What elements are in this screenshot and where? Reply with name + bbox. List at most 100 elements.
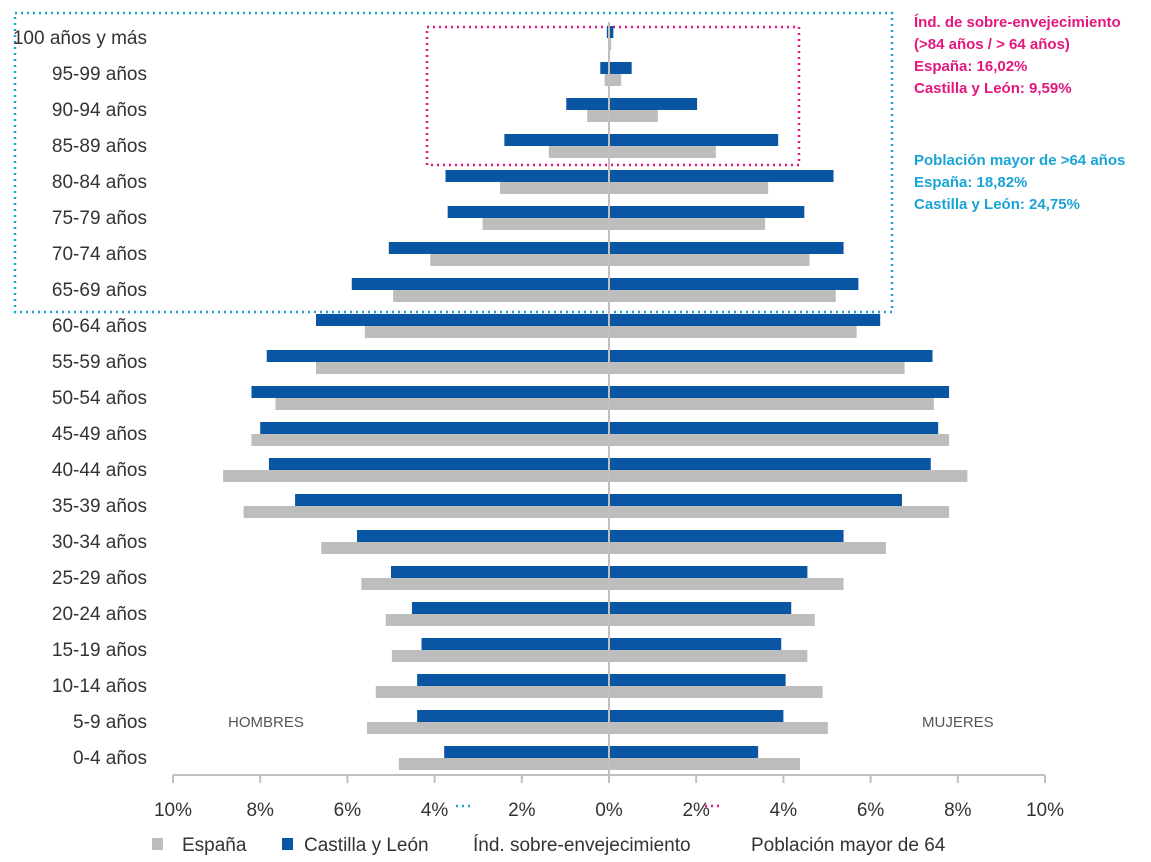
bar-espana-hombres [587, 110, 609, 122]
bar-cyl-mujeres [609, 134, 779, 146]
bar-cyl-hombres [417, 710, 609, 722]
bar-espana-mujeres [609, 614, 815, 626]
x-tick-label: 4% [421, 800, 449, 821]
bar-cyl-hombres [504, 134, 609, 146]
age-label: 30-34 años [52, 532, 147, 553]
note-sobreenvejecimiento-line: España: 16,02% [914, 58, 1027, 75]
bar-cyl-hombres [444, 746, 609, 758]
bar-espana-hombres [275, 398, 609, 410]
bar-espana-mujeres [609, 578, 844, 590]
note-mayores-line: España: 18,82% [914, 174, 1027, 191]
age-label: 10-14 años [52, 676, 147, 697]
bar-cyl-hombres [606, 26, 609, 38]
note-sobreenvejecimiento-line: (>84 años / > 64 años) [914, 36, 1070, 53]
bar-cyl-hombres [566, 98, 609, 110]
bar-espana-hombres [604, 74, 609, 86]
age-label: 20-24 años [52, 604, 147, 625]
age-label: 85-89 años [52, 136, 147, 157]
bar-cyl-mujeres [609, 638, 782, 650]
bar-espana-hombres [391, 650, 609, 662]
bar-cyl-mujeres [609, 278, 859, 290]
bar-espana-mujeres [609, 722, 828, 734]
x-tick-label: 8% [944, 800, 972, 821]
bar-cyl-hombres [447, 206, 609, 218]
x-tick-label: 6% [334, 800, 362, 821]
bar-espana-hombres [243, 506, 609, 518]
x-tick-label: 10% [154, 800, 192, 821]
age-label: 75-79 años [52, 208, 147, 229]
bar-cyl-mujeres [609, 242, 844, 254]
bar-espana-mujeres [609, 650, 808, 662]
bar-espana-hombres [385, 614, 609, 626]
bar-cyl-hombres [445, 170, 609, 182]
bar-espana-mujeres [609, 398, 934, 410]
legend-swatch-espana [152, 838, 163, 850]
bar-espana-mujeres [609, 146, 716, 158]
x-tick-label: 8% [246, 800, 274, 821]
x-tick-label: 10% [1026, 800, 1064, 821]
legend-label-espana: España [182, 835, 247, 856]
x-tick-label: 0% [595, 800, 623, 821]
bar-espana-mujeres [609, 326, 857, 338]
bar-espana-mujeres [609, 470, 968, 482]
bar-cyl-hombres [351, 278, 609, 290]
age-label: 35-39 años [52, 496, 147, 517]
bar-espana-mujeres [609, 182, 769, 194]
highlight-boxes [13, 11, 894, 314]
bar-espana-hombres [393, 290, 609, 302]
legend-label-mayores: Población mayor de 64 [751, 835, 946, 856]
age-label: 15-19 años [52, 640, 147, 661]
bar-cyl-hombres [251, 386, 610, 398]
bar-cyl-hombres [295, 494, 609, 506]
x-tick-label: 2% [682, 800, 710, 821]
bar-espana-mujeres [609, 758, 800, 770]
bar-cyl-hombres [388, 242, 609, 254]
bar-cyl-hombres [316, 314, 609, 326]
bar-espana-hombres [361, 578, 609, 590]
note-sobreenvejecimiento-line: Castilla y León: 9,59% [914, 80, 1072, 97]
legend-label-sobreenvejecimiento: Índ. sobre-envejecimiento [473, 835, 691, 856]
bar-espana-hombres [251, 434, 610, 446]
bar-cyl-hombres [391, 566, 609, 578]
bar-espana-hombres [316, 362, 609, 374]
bar-cyl-mujeres [609, 674, 786, 686]
bar-cyl-mujeres [609, 458, 931, 470]
age-label: 90-94 años [52, 100, 147, 121]
bar-espana-hombres [375, 686, 609, 698]
age-label: 55-59 años [52, 352, 147, 373]
bar-espana-mujeres [609, 506, 950, 518]
hombres-label: HOMBRES [228, 714, 304, 731]
bar-cyl-mujeres [609, 386, 950, 398]
bar-espana-mujeres [609, 254, 810, 266]
bar-cyl-mujeres [609, 710, 784, 722]
over-64-highlight-box [13, 11, 894, 314]
x-axis: 10% 8% 6% 4% 2% 0% 2% 4% 6% 8% 10% [154, 22, 1064, 821]
bar-cyl-mujeres [609, 62, 632, 74]
note-mayores-line: Castilla y León: 24,75% [914, 196, 1080, 213]
bar-cyl-mujeres [609, 98, 698, 110]
note-sobreenvejecimiento-line: Índ. de sobre-envejecimiento [914, 14, 1121, 31]
age-label: 50-54 años [52, 388, 147, 409]
bar-cyl-hombres [260, 422, 609, 434]
bar-cyl-hombres [421, 638, 609, 650]
bar-cyl-mujeres [609, 350, 933, 362]
mujeres-label: MUJERES [922, 714, 994, 731]
age-label: 95-99 años [52, 64, 147, 85]
bar-espana-mujeres [609, 542, 886, 554]
x-tick-label: 6% [857, 800, 885, 821]
annotations: Índ. de sobre-envejecimiento (>84 años / … [914, 14, 1125, 213]
bar-espana-mujeres [609, 38, 612, 50]
age-label: 0-4 años [73, 748, 147, 769]
bar-cyl-mujeres [609, 530, 844, 542]
bar-cyl-mujeres [609, 314, 881, 326]
age-label: 40-44 años [52, 460, 147, 481]
x-tick-label: 2% [508, 800, 536, 821]
bar-espana-mujeres [609, 74, 622, 86]
bar-espana-hombres [321, 542, 609, 554]
bar-cyl-mujeres [609, 422, 939, 434]
age-label: 5-9 años [73, 712, 147, 733]
bar-espana-hombres [482, 218, 609, 230]
bars [223, 26, 968, 770]
bar-espana-hombres [430, 254, 609, 266]
